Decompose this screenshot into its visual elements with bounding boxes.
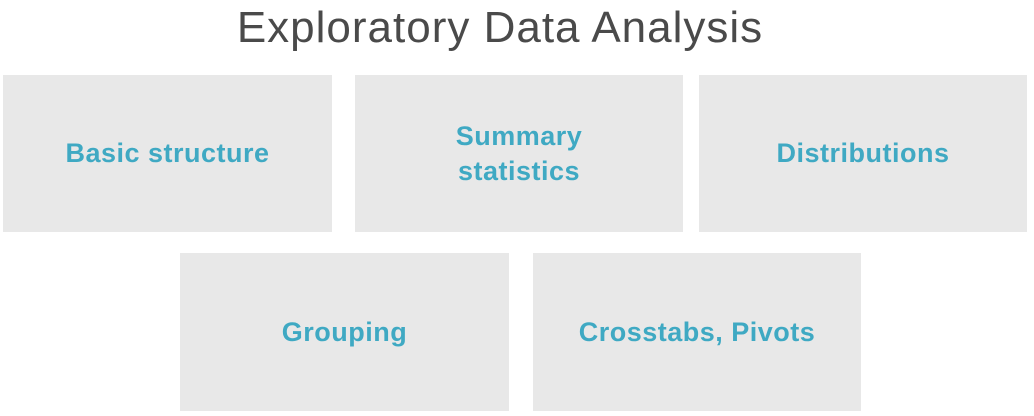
- topic-box-crosstabs-pivots: Crosstabs, Pivots: [533, 253, 861, 411]
- topic-box-grouping: Grouping: [180, 253, 509, 411]
- topic-box-summary-statistics: Summary statistics: [355, 75, 683, 232]
- topic-label: Basic structure: [65, 138, 270, 168]
- slide-title: Exploratory Data Analysis: [236, 3, 764, 52]
- topic-label: Crosstabs, Pivots: [578, 316, 816, 347]
- topic-label: Grouping: [281, 316, 408, 347]
- topic-box-basic-structure: Basic structure: [3, 75, 332, 232]
- topic-box-distributions: Distributions: [699, 75, 1027, 232]
- topic-label: Distributions: [776, 138, 950, 168]
- topic-label: Summary statistics: [455, 120, 583, 186]
